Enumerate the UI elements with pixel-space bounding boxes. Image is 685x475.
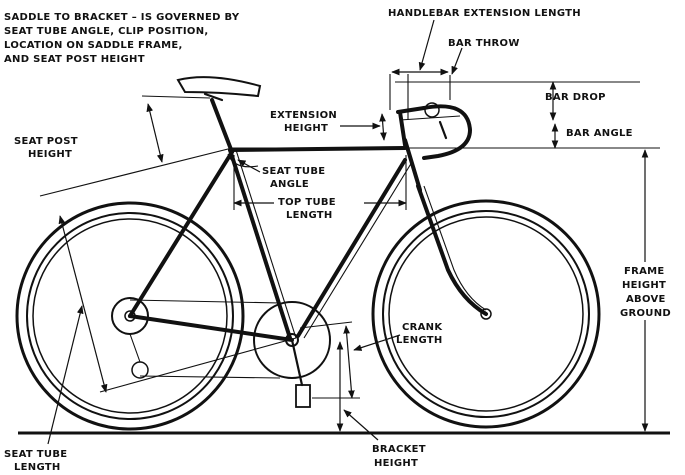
seat-tube-length-line: SEAT TUBE [4, 449, 67, 460]
bracket-height-label: BRACKET HEIGHT [372, 444, 426, 469]
crank-length-line: CRANK [402, 322, 443, 333]
seat-tube-length-label: SEAT TUBE LENGTH [4, 449, 67, 473]
saddle-note-line: SADDLE TO BRACKET – IS GOVERNED BY [4, 12, 240, 23]
saddle-note: SADDLE TO BRACKET – IS GOVERNED BY SEAT … [4, 12, 240, 65]
saddle-note-line: AND SEAT POST HEIGHT [4, 54, 145, 65]
saddle [176, 76, 262, 102]
bar-angle-label: BAR ANGLE [566, 128, 633, 139]
seat-post-height-label: SEAT POST HEIGHT [14, 136, 78, 160]
seat-tube-angle-line: ANGLE [270, 179, 309, 190]
top-tube-length-line: LENGTH [286, 210, 333, 221]
seat-tube-angle-label: SEAT TUBE ANGLE [262, 166, 325, 190]
extension-height-line: HEIGHT [284, 123, 328, 134]
seat-post-height-line: HEIGHT [28, 149, 72, 160]
top-tube-length-line: TOP TUBE [278, 197, 336, 208]
bar-throw-label: BAR THROW [448, 38, 520, 49]
handlebar-extension-label: HANDLEBAR EXTENSION LENGTH [388, 8, 581, 19]
crank-length-label: CRANK LENGTH [396, 322, 443, 346]
frame-height-line: ABOVE [626, 294, 666, 305]
extension-height-line: EXTENSION [270, 110, 337, 121]
bar-drop-label: BAR DROP [545, 92, 606, 103]
rear-wheel [15, 201, 245, 431]
seat-tube-angle-line: SEAT TUBE [262, 166, 325, 177]
bicycle-frame [128, 98, 488, 342]
handlebar [396, 102, 472, 160]
drivetrain [129, 299, 331, 408]
frame-height-line: FRAME [624, 266, 665, 277]
seat-post-height-line: SEAT POST [14, 136, 78, 147]
seat-tube-length-line: LENGTH [14, 462, 61, 473]
dimension-lines [39, 19, 660, 445]
saddle-note-line: SEAT TUBE ANGLE, CLIP POSITION, [4, 26, 208, 37]
crank-length-line: LENGTH [396, 335, 443, 346]
front-wheel [371, 199, 601, 429]
extension-height-label: EXTENSION HEIGHT [270, 110, 337, 134]
saddle-note-line: LOCATION ON SADDLE FRAME, [4, 40, 183, 51]
frame-height-line: GROUND [620, 308, 671, 319]
frame-height-label: FRAME HEIGHT ABOVE GROUND [618, 262, 678, 320]
frame-height-line: HEIGHT [622, 280, 666, 291]
bracket-height-line: HEIGHT [374, 458, 418, 469]
bracket-height-line: BRACKET [372, 444, 426, 455]
top-tube-length-label: TOP TUBE LENGTH [274, 194, 364, 221]
